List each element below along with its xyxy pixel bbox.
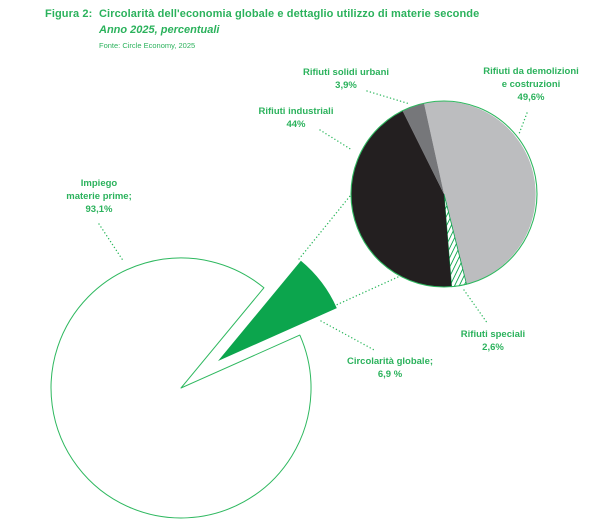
callout-line: Circolarità globale; [346,356,434,367]
slice-rifiuti-solidi-urbani [402,103,444,194]
zoom-line-upper [298,195,351,260]
callout-rifiuti-demolizioni-costruzioni: Rifiuti da demolizioni e costruzioni 49,… [483,65,579,104]
callout-rifiuti-solidi-urbani: Rifiuti solidi urbani 3,9% [303,66,389,92]
leader-impiego-materie-prime [98,223,125,263]
slice-rifiuti-da-demolizioni-e-costruzioni [424,101,536,285]
slice-impiego-materie-prime [50,257,312,519]
leader-circolarita-globale [320,320,377,352]
callout-line: materie prime; [66,191,132,202]
callout-line: e costruzioni [501,79,561,90]
callout-line: Rifiuti industriali [258,106,334,117]
callout-line: Rifiuti speciali [460,329,526,340]
callout-value: 93,1% [85,204,113,215]
callout-rifiuti-speciali: Rifiuti speciali 2,6% [461,328,525,354]
callout-impiego-materie-prime: Impiego materie prime; 93,1% [66,177,131,216]
figure-title: Circolarità dell'economia globale e dett… [99,8,480,20]
callout-value: 6,9 % [377,369,403,380]
callout-value: 49,6% [517,92,545,103]
callout-value: 3,9% [335,80,357,91]
callout-value: 44% [286,119,306,130]
leader-rifiuti-solidi-urbani [366,90,411,105]
callout-circolarita-globale: Circolarità globale; 6,9 % [347,355,433,381]
callout-line: Rifiuti solidi urbani [302,67,390,78]
figure-label: Figura 2: [45,8,93,20]
zoom-line-lower [333,276,399,307]
callout-line: Impiego [80,178,118,189]
callout-rifiuti-industriali: Rifiuti industriali 44% [259,105,334,131]
figure-source: Fonte: Circle Economy, 2025 [99,41,196,50]
slice-rifiuti-industriali [350,110,452,288]
leader-rifiuti-demolizioni [518,112,528,135]
leader-rifiuti-speciali [463,289,489,325]
callout-line: Rifiuti da demolizioni [483,66,579,77]
slice-circolarita-globale [218,260,337,361]
callout-value: 2,6% [482,342,504,353]
leader-rifiuti-industriali [319,129,353,151]
detail-pie-outline [350,100,538,288]
figure-subtitle: Anno 2025, percentuali [99,24,220,36]
